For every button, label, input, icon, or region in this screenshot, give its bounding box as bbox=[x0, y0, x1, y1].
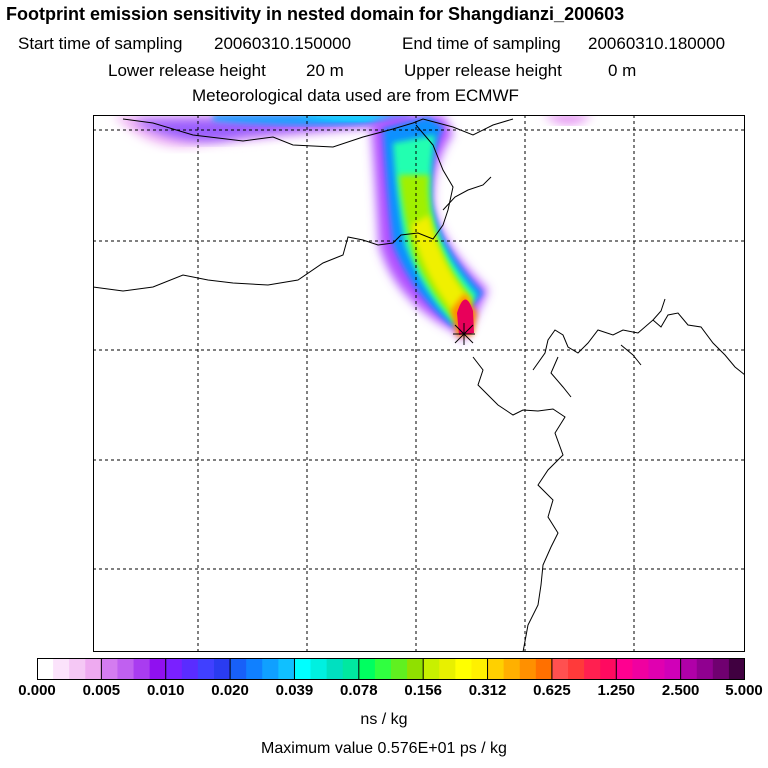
colorbar-swatch bbox=[423, 658, 440, 680]
colorbar-swatch bbox=[407, 658, 424, 680]
colorbar-swatch bbox=[712, 658, 730, 680]
plot-title: Footprint emission sensitivity in nested… bbox=[6, 4, 625, 24]
colorbar-tick-label: 0.156 bbox=[404, 682, 442, 699]
colorbar-swatch bbox=[471, 658, 489, 680]
emission-plume bbox=[113, 115, 593, 343]
maximum-value: Maximum value 0.576E+01 ps / kg bbox=[261, 740, 507, 757]
colorbar-swatch bbox=[246, 658, 263, 680]
colorbar-swatch bbox=[568, 658, 585, 680]
colorbar-tick-label: 0.312 bbox=[468, 682, 507, 699]
colorbar bbox=[37, 658, 745, 680]
map-frame bbox=[93, 115, 745, 652]
upper-release-value: 0 m bbox=[608, 61, 637, 80]
met-data-line: Meteorological data used are from ECMWF bbox=[192, 86, 519, 105]
colorbar-swatch bbox=[664, 658, 682, 680]
graticule bbox=[93, 115, 745, 652]
colorbar-swatch bbox=[632, 658, 649, 680]
colorbar-tick-label: 0.020 bbox=[211, 682, 249, 699]
colorbar-swatch bbox=[69, 658, 86, 680]
colorbar-swatch bbox=[616, 658, 633, 680]
colorbar-swatch bbox=[487, 658, 505, 680]
colorbar-swatch bbox=[85, 658, 102, 680]
colorbar-swatch bbox=[584, 658, 601, 680]
colorbar-tick-label: 0.625 bbox=[533, 682, 571, 699]
colorbar-tick-label: 0.005 bbox=[82, 682, 121, 699]
colorbar-tick-label: 0.010 bbox=[146, 682, 185, 699]
colorbar-swatch bbox=[374, 658, 392, 680]
colorbar-swatch bbox=[326, 658, 344, 680]
colorbar-swatch bbox=[728, 658, 745, 680]
end-time-value: 20060310.180000 bbox=[588, 34, 726, 53]
colorbar-swatch bbox=[439, 658, 456, 680]
colorbar-swatch bbox=[342, 658, 360, 680]
upper-release-label: Upper release height bbox=[404, 61, 562, 80]
colorbar-tick-label: 0.000 bbox=[18, 682, 56, 699]
colorbar-swatch bbox=[37, 658, 54, 680]
colorbar-swatch bbox=[310, 658, 328, 680]
colorbar-swatch bbox=[696, 658, 714, 680]
colorbar-tick-label: 0.078 bbox=[340, 682, 378, 699]
end-time-label: End time of sampling bbox=[402, 34, 561, 53]
colorbar-frame bbox=[37, 658, 745, 680]
colorbar-swatch bbox=[391, 658, 408, 680]
lower-release-value: 20 m bbox=[306, 61, 344, 80]
colorbar-swatch bbox=[648, 658, 666, 680]
colorbar-tick-label: 1.250 bbox=[597, 682, 636, 699]
colorbar-swatch bbox=[101, 658, 118, 680]
colorbar-swatch bbox=[680, 658, 698, 680]
colorbar-swatch bbox=[133, 658, 151, 680]
colorbar-swatch bbox=[519, 658, 537, 680]
colorbar-swatch bbox=[53, 658, 70, 680]
colorbar-swatch bbox=[600, 658, 617, 680]
colorbar-tick-label: 2.500 bbox=[661, 682, 700, 699]
colorbar-swatch bbox=[197, 658, 215, 680]
colorbar-tick-label: 5.000 bbox=[725, 682, 763, 699]
start-time-label: Start time of sampling bbox=[18, 34, 183, 53]
colorbar-swatch bbox=[455, 658, 472, 680]
receptor-star-icon bbox=[453, 323, 475, 345]
colorbar-units: ns / kg bbox=[360, 711, 408, 728]
colorbar-swatch bbox=[551, 658, 569, 680]
colorbar-swatch bbox=[503, 658, 521, 680]
footprint-map bbox=[93, 115, 745, 652]
colorbar-swatch bbox=[278, 658, 295, 680]
lower-release-label: Lower release height bbox=[108, 61, 266, 80]
colorbar-swatch bbox=[535, 658, 553, 680]
colorbar-swatch bbox=[181, 658, 199, 680]
start-time-value: 20060310.150000 bbox=[214, 34, 352, 53]
colorbar-swatch bbox=[358, 658, 376, 680]
colorbar-swatch bbox=[230, 658, 247, 680]
colorbar-swatch bbox=[214, 658, 231, 680]
coastlines bbox=[93, 118, 745, 652]
colorbar-tick-label: 0.039 bbox=[275, 682, 314, 699]
colorbar-swatch bbox=[149, 658, 167, 680]
colorbar-swatch bbox=[117, 658, 135, 680]
colorbar-swatch bbox=[165, 658, 183, 680]
colorbar-swatch bbox=[262, 658, 279, 680]
colorbar-swatch bbox=[294, 658, 312, 680]
